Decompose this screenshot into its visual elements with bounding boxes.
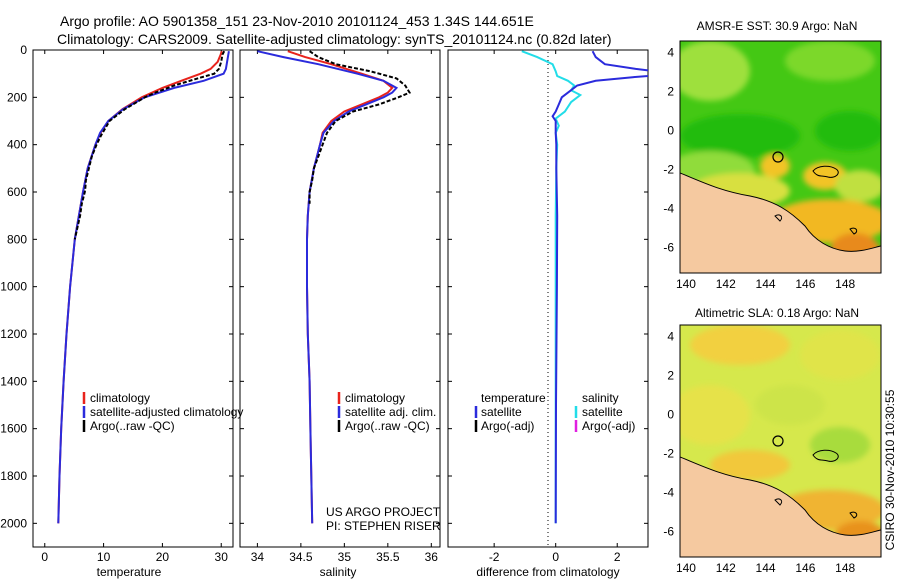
difference-temperature-line [551,50,648,524]
map-x-tick-label: 140 [676,277,696,291]
map-y-tick-label: 0 [667,408,674,422]
temperature-climatology-line [57,50,223,524]
y-tick-label: 400 [7,138,27,152]
x-tick-label: 20 [156,550,170,564]
x-tick-label: 2 [614,550,621,564]
legend-climatology: climatology [90,391,150,405]
salinity-argo-line [308,50,412,204]
temperature-satellite-line [57,51,230,524]
salinity-satellite-line [257,50,399,524]
sst-map [680,41,881,273]
header-title: Argo profile: AO 5901358_151 23-Nov-2010… [60,13,534,29]
map-x-tick-label: 144 [756,277,776,291]
map-x-tick-label: 146 [795,277,815,291]
legend-satellite-adjusted: satellite-adjusted climatology [90,405,243,419]
x-tick-label: -2 [489,550,500,564]
temperature-xlabel: temperature [97,565,162,579]
sla-map-title: Altimetric SLA: 0.18 Argo: NaN [695,306,859,320]
map-y-tick-label: -2 [663,163,674,177]
x-tick-label: 35 [338,550,352,564]
difference-xlabel: difference from climatology [476,565,619,579]
y-tick-label: 800 [7,232,27,246]
map-x-tick-label: 144 [756,561,776,575]
x-tick-label: 36 [425,550,439,564]
difference-panel-frame [447,49,649,548]
map-y-tick-label: -4 [663,202,674,216]
map-y-tick-label: 0 [667,124,674,138]
difference-salinity-line [521,50,583,524]
y-tick-label: 1200 [0,327,27,341]
pi-credit: PI: STEPHEN RISER [326,519,441,533]
salinity-xlabel: salinity [320,565,357,579]
header-subtitle: Climatology: CARS2009. Satellite-adjuste… [57,31,612,47]
map-y-tick-label: -6 [663,241,674,255]
salinity-panel-frame [239,49,441,548]
x-tick-label: 0 [552,550,559,564]
x-tick-label: 0 [41,550,48,564]
y-tick-label: 0 [20,43,27,57]
map-y-tick-label: -2 [663,447,674,461]
salinity-climatology-line [287,50,394,524]
sla-map-frame [679,324,882,558]
sla-map [680,325,881,557]
map-x-tick-label: 148 [835,561,855,575]
temperature-panel-frame [32,49,234,548]
y-tick-label: 2000 [0,516,27,530]
legend-diff-temp-satellite: satellite [481,405,522,419]
legend-diff-temperature-heading: temperature [481,391,546,405]
legend-diff-sal-argo: Argo(-adj) [582,419,635,433]
legend-sal-climatology: climatology [345,391,405,405]
x-tick-label: 34.5 [289,550,313,564]
x-tick-label: 34 [251,550,265,564]
x-tick-label: 30 [215,550,229,564]
legend-diff-sal-satellite: satellite [582,405,623,419]
map-y-tick-label: 4 [667,46,674,60]
sst-map-frame [679,40,882,274]
map-y-tick-label: -4 [663,486,674,500]
y-tick-label: 1400 [0,374,27,388]
map-y-tick-label: -6 [663,525,674,539]
legend-sal-argo: Argo(..raw -QC) [345,419,430,433]
y-tick-label: 1600 [0,422,27,436]
y-tick-label: 1800 [0,469,27,483]
side-timestamp: CSIRO 30-Nov-2010 10:30:55 [883,389,897,550]
map-y-tick-label: 4 [667,330,674,344]
sst-map-title: AMSR-E SST: 30.9 Argo: NaN [697,19,858,33]
map-x-tick-label: 142 [716,561,736,575]
y-tick-label: 600 [7,185,27,199]
y-tick-label: 200 [7,90,27,104]
legend-sal-satellite: satellite adj. clim. [345,405,436,419]
map-x-tick-label: 140 [676,561,696,575]
project-credit: US ARGO PROJECT [326,505,441,519]
map-x-tick-label: 142 [716,277,736,291]
map-x-tick-label: 148 [835,277,855,291]
map-x-tick-label: 146 [795,561,815,575]
map-y-tick-label: 2 [667,369,674,383]
x-tick-label: 10 [97,550,111,564]
x-tick-label: 35.5 [376,550,400,564]
legend-diff-temp-argo: Argo(-adj) [481,419,534,433]
legend-diff-salinity-heading: salinity [582,391,619,405]
legend-argo: Argo(..raw -QC) [90,419,175,433]
map-y-tick-label: 2 [667,85,674,99]
temperature-argo-line [73,50,226,240]
y-tick-label: 1000 [0,280,27,294]
